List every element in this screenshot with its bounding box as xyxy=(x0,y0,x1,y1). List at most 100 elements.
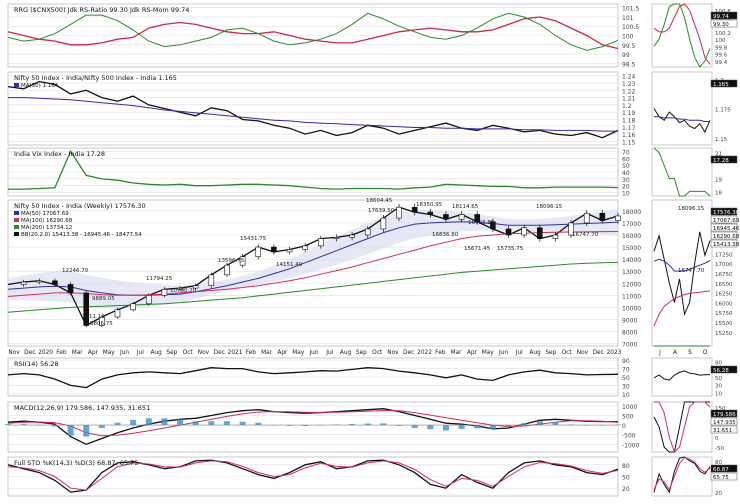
side-y-tick-label: 90 xyxy=(715,361,722,367)
pane-title: Nifty 50 Index - India (Weekly) 17576.30 xyxy=(14,202,146,210)
x-axis-label: 2021 xyxy=(228,350,243,356)
x-axis-label: Jun xyxy=(308,350,318,356)
x-axis-label: Aug xyxy=(529,350,541,356)
series-line-nifty-50-nifty-500 xyxy=(7,80,619,139)
side-series-line xyxy=(653,258,711,272)
y-tick-label: 1.22 xyxy=(622,88,636,95)
side-series-line xyxy=(653,231,711,317)
x-axis-label: Sep xyxy=(545,350,556,356)
y-tick-label: 9000 xyxy=(622,317,637,324)
x-axis-label: 2022 xyxy=(417,350,432,356)
series-line-nifty-50-close xyxy=(7,206,619,327)
x-axis-label: Feb xyxy=(56,350,67,356)
candle-body xyxy=(20,281,27,285)
price-annotation: 7511.10 xyxy=(82,314,105,320)
side-y-tick-label: 99.6 xyxy=(715,53,728,59)
candle-body xyxy=(192,285,199,289)
x-axis-label: Oct xyxy=(183,350,194,356)
legend-swatch xyxy=(14,225,19,229)
y-tick-label: 7000 xyxy=(622,342,637,349)
price-annotation: 8806.75 xyxy=(90,321,113,327)
candle-body xyxy=(599,212,606,221)
price-annotation: 13596.75 xyxy=(218,258,245,264)
x-axis-label: Dec xyxy=(403,350,414,356)
side-value-label: 15413.38 xyxy=(713,242,740,248)
y-tick-label: 500 xyxy=(622,413,634,420)
x-axis-label: May xyxy=(482,350,495,356)
side-value-badge xyxy=(710,365,738,374)
y-tick-label: 50 xyxy=(622,163,630,170)
candle-body xyxy=(114,309,121,318)
side-y-tick-label: 30 xyxy=(715,384,722,390)
side-series-line xyxy=(653,108,711,134)
side-value-label: 17.28 xyxy=(713,158,729,164)
x-axis-label: Nov xyxy=(577,350,589,356)
y-tick-label: 1.2 xyxy=(622,103,632,110)
y-tick-label: 98.5 xyxy=(622,61,636,68)
side-value-badge xyxy=(710,239,738,248)
side-pane-frame xyxy=(651,401,713,453)
side-value-badge xyxy=(710,207,738,216)
pane-frame xyxy=(7,401,619,453)
side-value-label: 65.75 xyxy=(713,475,729,481)
candle-body xyxy=(536,227,543,239)
candle-body xyxy=(349,234,355,238)
y-tick-label: 16000 xyxy=(622,233,641,240)
y-tick-label: 12000 xyxy=(622,281,641,288)
side-value-badge xyxy=(710,425,738,434)
side-value-badge xyxy=(710,409,738,418)
macd-histogram-bar xyxy=(411,425,418,428)
side-value-label: 1.165 xyxy=(713,82,729,88)
side-y-tick-label: 100 xyxy=(715,38,726,44)
side-value-label: 16945.46 xyxy=(713,226,740,232)
side-x-axis-label: S xyxy=(688,350,692,356)
side-series-line xyxy=(653,456,711,494)
series-line-india-vix xyxy=(8,150,619,190)
macd-histogram-bar xyxy=(20,424,27,426)
side-y-tick-label: -50 xyxy=(715,446,724,452)
y-tick-label: 15000 xyxy=(622,245,641,252)
price-annotation: 17639.50 xyxy=(368,208,395,214)
macd-histogram-bar xyxy=(161,418,168,426)
candle-body xyxy=(490,221,496,230)
pane-title: India Vix Index - India 17.28 xyxy=(14,150,105,158)
candle-body xyxy=(271,246,277,253)
legend-entry: BB(20,2.0) 15413.38 - 16945.46 - 18477.5… xyxy=(21,232,142,238)
price-annotation: 12246.70 xyxy=(62,268,89,274)
candle-body xyxy=(145,295,152,305)
series-line-signal xyxy=(7,409,619,437)
price-annotation: 15735.75 xyxy=(497,246,524,252)
x-axis-label: Jul xyxy=(515,350,523,356)
side-y-tick-label: 10 xyxy=(715,391,722,397)
x-axis-label: Dec xyxy=(24,350,35,356)
y-tick-label: 10 xyxy=(622,191,630,198)
macd-histogram-bar xyxy=(67,425,74,436)
y-tick-label: 30 xyxy=(622,177,630,184)
y-tick-label: 11000 xyxy=(622,293,641,300)
side-series-line xyxy=(653,3,711,65)
macd-histogram-bar xyxy=(302,425,309,427)
macd-histogram-bar xyxy=(192,421,199,426)
side-x-axis-label: J xyxy=(658,350,661,356)
macd-histogram-bar xyxy=(286,425,293,426)
side-value-label: 68.87 xyxy=(713,467,729,473)
x-axis-label: Dec xyxy=(593,350,604,356)
y-tick-label: 0 xyxy=(622,423,626,430)
side-y-tick-label: 15750 xyxy=(715,311,733,317)
side-y-tick-label: 15500 xyxy=(715,321,733,327)
y-tick-label: 14000 xyxy=(622,257,641,264)
side-value-badge xyxy=(710,19,738,28)
x-axis-label: Apr xyxy=(88,350,99,356)
side-y-tick-label: 16000 xyxy=(715,301,733,307)
macd-histogram-bar xyxy=(145,418,152,426)
side-y-tick-label: 1.175 xyxy=(715,108,731,114)
side-series-line xyxy=(654,401,711,453)
series-line-rsi-14- xyxy=(7,367,619,389)
x-axis-label: Aug xyxy=(340,350,352,356)
side-y-tick-label: 20 xyxy=(715,491,722,497)
candle-body xyxy=(302,245,308,250)
price-annotation: 18604.45 xyxy=(366,198,393,204)
side-value-label: 99.30 xyxy=(713,22,729,28)
x-axis-label: Sep xyxy=(356,350,367,356)
side-series-line xyxy=(653,370,711,381)
